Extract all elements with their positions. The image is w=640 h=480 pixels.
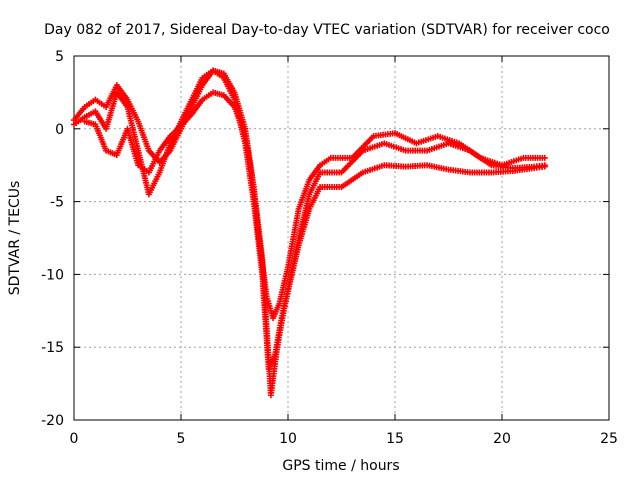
x-axis-label: GPS time / hours <box>282 458 399 474</box>
plot-frame <box>73 55 610 421</box>
axis-ticks <box>73 55 610 421</box>
y-tick-label: -10 <box>41 267 64 283</box>
grid <box>74 56 609 420</box>
x-tick-labels: 0 5 10 15 20 25 <box>70 431 618 447</box>
data-point <box>541 154 548 161</box>
x-tick-label: 5 <box>177 431 186 447</box>
y-tick-label: 0 <box>55 122 64 138</box>
data-point <box>541 163 548 170</box>
y-tick-label: -5 <box>50 195 64 211</box>
y-tick-labels: 5 0 -5 -10 -15 -20 <box>41 49 64 429</box>
x-tick-label: 10 <box>279 431 297 447</box>
y-tick-label: -20 <box>41 413 64 429</box>
x-tick-label: 0 <box>70 431 79 447</box>
x-tick-label: 15 <box>386 431 404 447</box>
x-tick-label: 20 <box>493 431 511 447</box>
y-axis-label: SDTVAR / TECUs <box>7 181 23 296</box>
y-tick-label: -15 <box>41 340 64 356</box>
x-tick-label: 25 <box>600 431 618 447</box>
series-track-2 <box>71 67 548 373</box>
y-tick-label: 5 <box>55 49 64 65</box>
chart-title: Day 082 of 2017, Sidereal Day-to-day VTE… <box>44 22 610 38</box>
series-track-3 <box>81 89 548 399</box>
data-marks <box>71 67 548 399</box>
